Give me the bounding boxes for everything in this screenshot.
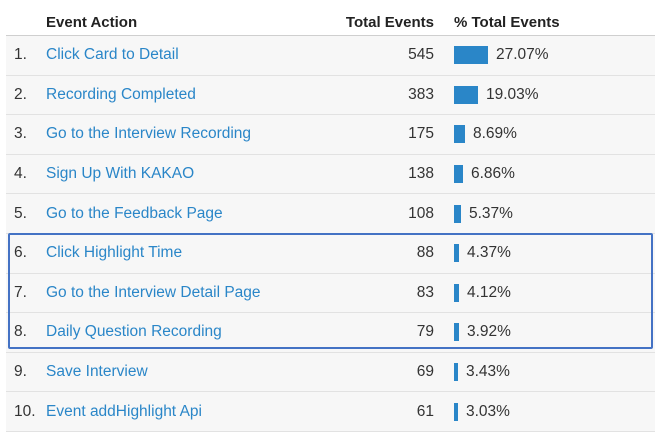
event-action-link[interactable]: Go to the Feedback Page <box>46 204 223 222</box>
pct-value: 5.37% <box>469 204 513 222</box>
pct-bar <box>454 283 459 302</box>
pct-cell: 3.92% <box>434 323 511 342</box>
row-number: 10. <box>14 402 36 420</box>
event-action-link[interactable]: Click Highlight Time <box>46 244 183 262</box>
table-row: 9. Save Interview 69 3.43% <box>6 352 655 393</box>
total-events-value: 61 <box>416 402 434 420</box>
pct-bar <box>454 204 461 223</box>
header-pct-total-events[interactable]: % Total Events <box>454 14 560 31</box>
pct-value: 4.12% <box>467 283 511 301</box>
pct-bar <box>454 323 459 342</box>
pct-cell: 4.12% <box>434 283 511 302</box>
row-number: 8. <box>14 323 27 341</box>
event-action-link[interactable]: Go to the Interview Detail Page <box>46 283 261 301</box>
events-table: Event Action Total Events % Total Events… <box>6 0 655 432</box>
total-events-value: 88 <box>416 244 434 262</box>
table-header: Event Action Total Events % Total Events <box>6 0 655 36</box>
total-events-value: 175 <box>408 125 434 143</box>
pct-cell: 4.37% <box>434 244 511 263</box>
row-number: 4. <box>14 165 27 183</box>
pct-value: 4.37% <box>467 244 511 262</box>
pct-bar <box>454 244 459 263</box>
event-action-link[interactable]: Daily Question Recording <box>46 323 222 341</box>
pct-cell: 8.69% <box>434 125 517 144</box>
table-row: 6. Click Highlight Time 88 4.37% <box>6 233 655 274</box>
header-event-action[interactable]: Event Action <box>46 14 138 31</box>
pct-value: 8.69% <box>473 125 517 143</box>
total-events-value: 138 <box>408 165 434 183</box>
row-number: 9. <box>14 363 27 381</box>
table-row: 3. Go to the Interview Recording 175 8.69% <box>6 115 655 155</box>
pct-bar <box>454 402 458 421</box>
pct-value: 27.07% <box>496 46 549 64</box>
pct-bar <box>454 46 488 65</box>
table-row: 7. Go to the Interview Detail Page 83 4.12% <box>6 273 655 314</box>
event-action-link[interactable]: Go to the Interview Recording <box>46 125 252 143</box>
total-events-value: 545 <box>408 46 434 64</box>
event-action-link[interactable]: Sign Up With KAKAO <box>46 165 195 183</box>
total-events-value: 79 <box>416 323 434 341</box>
pct-value: 19.03% <box>486 85 539 103</box>
total-events-value: 69 <box>416 363 434 381</box>
row-number: 1. <box>14 46 27 64</box>
pct-cell: 19.03% <box>434 85 539 104</box>
event-action-link[interactable]: Event addHighlight Api <box>46 402 202 420</box>
event-action-link[interactable]: Click Card to Detail <box>46 46 179 64</box>
table-row: 10. Event addHighlight Api 61 3.03% <box>6 392 655 432</box>
row-number: 6. <box>14 244 27 262</box>
row-number: 5. <box>14 204 27 222</box>
pct-value: 6.86% <box>471 165 515 183</box>
pct-cell: 27.07% <box>434 46 549 65</box>
pct-cell: 3.43% <box>434 363 510 382</box>
pct-bar <box>454 165 463 184</box>
row-number: 2. <box>14 85 27 103</box>
pct-cell: 3.03% <box>434 402 510 421</box>
pct-cell: 6.86% <box>434 165 515 184</box>
row-number: 7. <box>14 283 27 301</box>
total-events-value: 383 <box>408 85 434 103</box>
header-total-events[interactable]: Total Events <box>345 14 434 31</box>
total-events-value: 108 <box>408 204 434 222</box>
row-number: 3. <box>14 125 27 143</box>
pct-bar <box>454 363 458 382</box>
table-row: 5. Go to the Feedback Page 108 5.37% <box>6 194 655 234</box>
pct-cell: 5.37% <box>434 204 513 223</box>
event-action-link[interactable]: Save Interview <box>46 363 148 381</box>
pct-value: 3.92% <box>467 323 511 341</box>
table-row: 8. Daily Question Recording 79 3.92% <box>6 313 655 353</box>
table-row: 4. Sign Up With KAKAO 138 6.86% <box>6 154 655 195</box>
pct-value: 3.03% <box>466 402 510 420</box>
table-row: 2. Recording Completed 383 19.03% <box>6 75 655 116</box>
total-events-value: 83 <box>416 283 434 301</box>
pct-bar <box>454 85 478 104</box>
pct-bar <box>454 125 465 144</box>
table-body: 1. Click Card to Detail 545 27.07% 2. Recordi… <box>6 36 655 432</box>
table-row: 1. Click Card to Detail 545 27.07% <box>6 36 655 76</box>
pct-value: 3.43% <box>466 363 510 381</box>
event-action-link[interactable]: Recording Completed <box>46 85 196 103</box>
